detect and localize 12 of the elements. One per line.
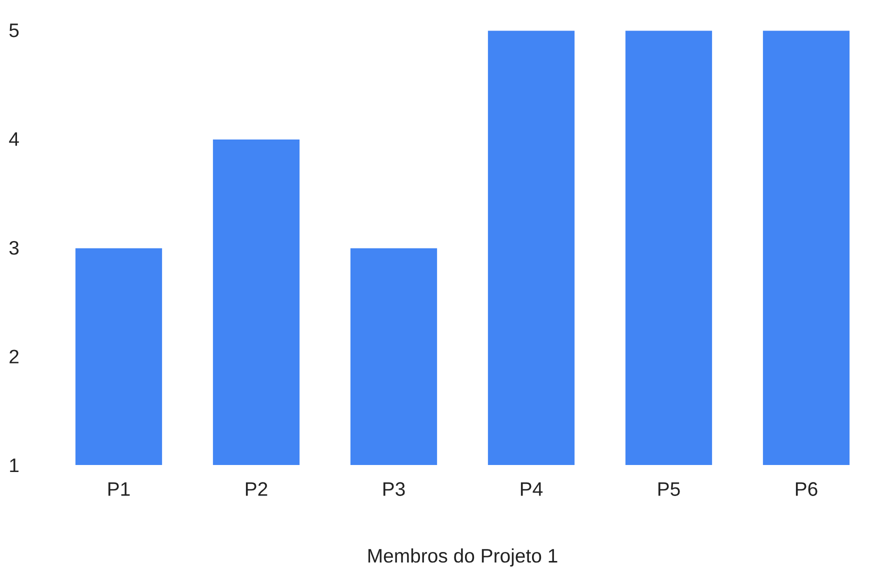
x-tick-label: P3 [383, 482, 405, 496]
y-tick-label: 5 [9, 24, 19, 38]
x-axis-title: Membros do Projeto 1 [368, 548, 558, 567]
x-tick-label: P5 [658, 482, 680, 496]
y-tick-label: 2 [10, 350, 18, 364]
x-tick-label: P4 [520, 482, 543, 496]
y-tick-label: 3 [9, 240, 19, 255]
x-tick-label: P2 [246, 482, 268, 496]
y-tick-label: 4 [9, 132, 19, 146]
y-tick-label: 1 [10, 458, 18, 472]
x-tick-label: P6 [796, 482, 818, 496]
x-tick-label: P1 [108, 482, 130, 496]
